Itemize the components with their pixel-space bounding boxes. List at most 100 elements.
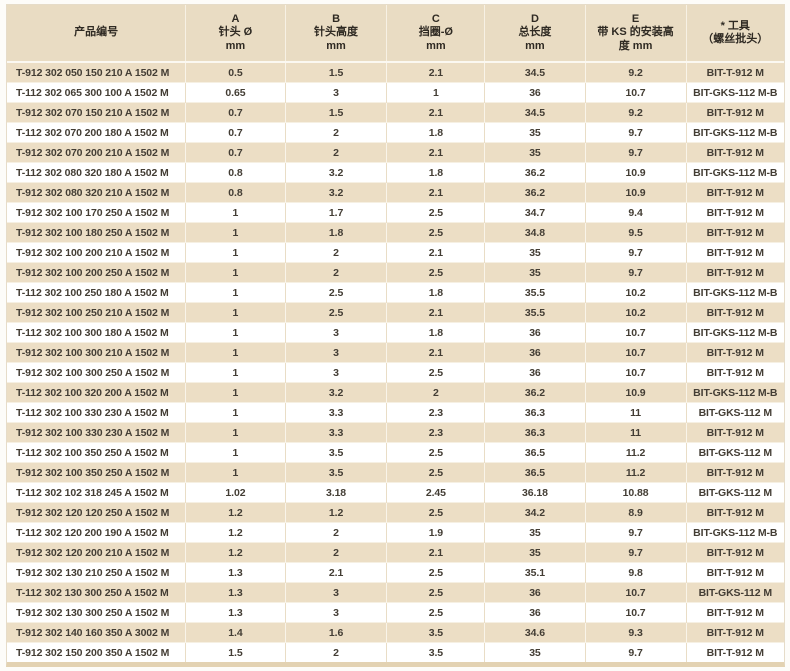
value-cell-b: 1.2 — [284, 502, 387, 523]
value-cell-e: 9.8 — [584, 562, 687, 583]
value-cell-d: 36.3 — [484, 402, 586, 423]
table-body: T-912 302 050 150 210 A 1502 M 0.5 1.5 2.1 3… — [7, 61, 784, 662]
value-cell-e: 10.9 — [584, 182, 687, 203]
value-cell-e: 11 — [584, 402, 687, 423]
col-header-d: D 总长度 mm — [484, 5, 586, 63]
value-cell-tool: BIT-T-912 M — [685, 182, 784, 203]
value-cell-c: 3.5 — [386, 642, 485, 662]
value-cell-a: 1.2 — [185, 502, 286, 523]
value-cell-tool: BIT-GKS-112 M — [685, 482, 784, 503]
value-cell-tool: BIT-T-912 M — [685, 102, 784, 123]
value-cell-tool: BIT-T-912 M — [685, 362, 784, 383]
table-row: T-912 302 100 250 210 A 1502 M 1 2.5 2.1 35.… — [7, 302, 784, 323]
value-cell-a: 1 — [185, 342, 286, 363]
value-cell-tool: BIT-T-912 M — [685, 302, 784, 323]
value-cell-a: 1.3 — [185, 562, 286, 583]
value-cell-e: 9.7 — [584, 242, 687, 263]
value-cell-b: 3.2 — [284, 182, 387, 203]
value-cell-a: 1 — [185, 442, 286, 463]
value-cell-a: 1 — [185, 202, 286, 223]
table-row: T-912 302 140 160 350 A 3002 M 1.4 1.6 3.5 3… — [7, 622, 784, 643]
value-cell-e: 9.2 — [584, 102, 687, 123]
value-cell-d: 35 — [484, 542, 586, 563]
value-cell-b: 3.3 — [284, 402, 387, 423]
product-code-cell: T-112 302 100 330 230 A 1502 M — [7, 402, 186, 423]
value-cell-c: 1.8 — [386, 122, 485, 143]
value-cell-d: 34.6 — [484, 622, 586, 643]
value-cell-tool: BIT-T-912 M — [685, 622, 784, 643]
value-cell-tool: BIT-T-912 M — [685, 542, 784, 563]
value-cell-a: 1 — [185, 422, 286, 443]
value-cell-a: 0.8 — [185, 162, 286, 183]
value-cell-a: 0.7 — [185, 142, 286, 163]
value-cell-a: 1 — [185, 382, 286, 403]
value-cell-e: 10.7 — [584, 602, 687, 623]
product-code-cell: T-912 302 100 250 210 A 1502 M — [7, 302, 186, 323]
table-row: T-112 302 100 300 180 A 1502 M 1 3 1.8 36 10.… — [7, 322, 784, 343]
value-cell-b: 2.5 — [284, 302, 387, 323]
value-cell-e: 8.9 — [584, 502, 687, 523]
value-cell-d: 34.2 — [484, 502, 586, 523]
value-cell-e: 9.4 — [584, 202, 687, 223]
value-cell-e: 10.7 — [584, 362, 687, 383]
value-cell-c: 2.5 — [386, 502, 485, 523]
value-cell-b: 3.5 — [284, 462, 387, 483]
table-row: T-112 302 070 200 180 A 1502 M 0.7 2 1.8 35 9… — [7, 122, 784, 143]
value-cell-a: 1.2 — [185, 522, 286, 543]
value-cell-d: 36 — [484, 582, 586, 603]
value-cell-e: 9.7 — [584, 262, 687, 283]
value-cell-c: 1.8 — [386, 162, 485, 183]
value-cell-c: 2.1 — [386, 342, 485, 363]
product-code-cell: T-912 302 150 200 350 A 1502 M — [7, 642, 186, 662]
value-cell-d: 35.5 — [484, 282, 586, 303]
value-cell-e: 11.2 — [584, 442, 687, 463]
value-cell-d: 35 — [484, 642, 586, 662]
value-cell-tool: BIT-GKS-112 M-B — [685, 522, 784, 543]
value-cell-b: 2 — [284, 542, 387, 563]
col-header-c-line: C — [431, 12, 440, 25]
value-cell-a: 1 — [185, 462, 286, 483]
col-header-b-line: B — [332, 12, 341, 25]
value-cell-c: 2.1 — [386, 102, 485, 123]
value-cell-d: 36 — [484, 342, 586, 363]
table-row: T-112 302 065 300 100 A 1502 M 0.65 3 1 36 10… — [7, 82, 784, 103]
col-header-b-line: mm — [326, 39, 346, 52]
value-cell-c: 2.1 — [386, 302, 485, 323]
value-cell-a: 1 — [185, 282, 286, 303]
table-row: T-912 302 150 200 350 A 1502 M 1.5 2 3.5 35 9… — [7, 642, 784, 662]
value-cell-tool: BIT-T-912 M — [685, 142, 784, 163]
value-cell-e: 10.2 — [584, 302, 687, 323]
value-cell-b: 2 — [284, 122, 387, 143]
value-cell-b: 3 — [284, 322, 387, 343]
table-row: T-112 302 080 320 180 A 1502 M 0.8 3.2 1.8 3… — [7, 162, 784, 183]
value-cell-d: 35.1 — [484, 562, 586, 583]
value-cell-b: 3.3 — [284, 422, 387, 443]
table-row: T-912 302 080 320 210 A 1502 M 0.8 3.2 2.1 3… — [7, 182, 784, 203]
value-cell-a: 1.4 — [185, 622, 286, 643]
value-cell-b: 3 — [284, 362, 387, 383]
product-code-cell: T-912 302 080 320 210 A 1502 M — [7, 182, 186, 203]
value-cell-c: 2.5 — [386, 562, 485, 583]
value-cell-d: 34.8 — [484, 222, 586, 243]
value-cell-tool: BIT-GKS-112 M-B — [685, 282, 784, 303]
value-cell-d: 36.2 — [484, 182, 586, 203]
value-cell-e: 9.7 — [584, 642, 687, 662]
value-cell-b: 3 — [284, 82, 387, 103]
col-header-tool-line: * 工具 — [720, 19, 750, 32]
value-cell-d: 35 — [484, 142, 586, 163]
value-cell-b: 1.7 — [284, 202, 387, 223]
value-cell-b: 3 — [284, 582, 387, 603]
table-row: T-912 302 100 170 250 A 1502 M 1 1.7 2.5 34.… — [7, 202, 784, 223]
value-cell-tool: BIT-GKS-112 M-B — [685, 82, 784, 103]
product-code-cell: T-912 302 070 200 210 A 1502 M — [7, 142, 186, 163]
col-header-a-line: 针头 Ø — [218, 26, 253, 39]
col-header-a-line: mm — [225, 39, 246, 52]
value-cell-c: 2.5 — [386, 202, 485, 223]
value-cell-e: 9.7 — [584, 122, 687, 143]
col-header-b: B 针头高度 mm — [284, 5, 387, 63]
product-code-cell: T-112 302 080 320 180 A 1502 M — [7, 162, 186, 183]
table-row: T-912 302 100 330 230 A 1502 M 1 3.3 2.3 36.… — [7, 422, 784, 443]
value-cell-a: 0.7 — [185, 102, 286, 123]
